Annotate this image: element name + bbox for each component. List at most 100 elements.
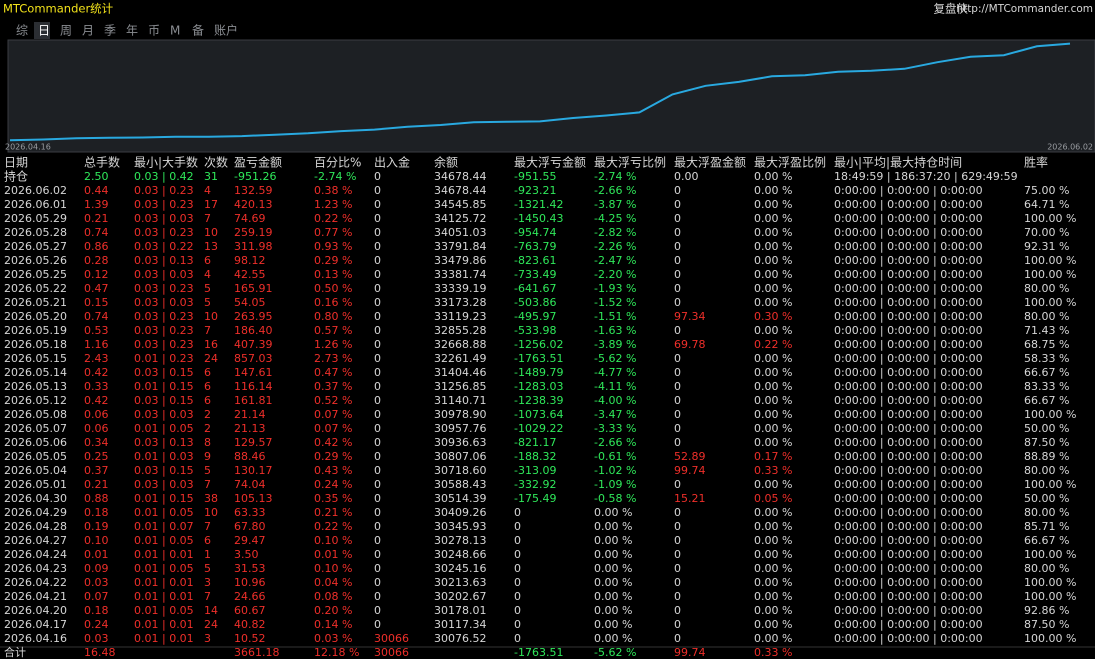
row-cell: 0 (374, 422, 381, 435)
row-cell: 0:00:00 | 0:00:00 | 0:00:00 (834, 212, 983, 225)
row-cell: 30936.63 (434, 436, 487, 449)
total-cell: 99.74 (674, 646, 706, 659)
row-cell: -0.61 % (594, 450, 636, 463)
position-cell: 34678.44 (434, 170, 487, 183)
row-cell: 0 (374, 506, 381, 519)
row-cell: -763.79 (514, 240, 556, 253)
row-cell: 0 (674, 520, 681, 533)
row-cell: 2026.05.01 (4, 478, 67, 491)
row-cell: 0 (374, 254, 381, 267)
row-cell: 0 (674, 632, 681, 645)
row-cell: 0 (514, 506, 521, 519)
row-cell: 2026.05.14 (4, 366, 67, 379)
row-cell: 0.00 % (594, 562, 632, 575)
tab[interactable]: M (170, 24, 180, 38)
row-cell: 2026.04.20 (4, 604, 67, 617)
tab[interactable]: 日 (38, 24, 50, 38)
row-cell: 7 (204, 212, 211, 225)
row-cell: 0 (674, 324, 681, 337)
x-tick-label: 2026.04.16 (5, 143, 51, 152)
row-cell: 0 (514, 576, 521, 589)
row-cell: 0.13 % (314, 268, 352, 281)
row-cell: 2026.05.08 (4, 408, 67, 421)
row-cell: 74.69 (234, 212, 266, 225)
row-cell: 0.33 % (754, 464, 792, 477)
row-cell: 10.52 (234, 632, 266, 645)
url[interactable]: http://MTCommander.com (956, 3, 1093, 15)
row-cell: -1256.02 (514, 338, 563, 351)
row-cell: 68.75 % (1024, 338, 1069, 351)
row-cell: 7 (204, 478, 211, 491)
row-cell: -0.58 % (594, 492, 636, 505)
row-cell: -495.97 (514, 310, 556, 323)
column-header: 最大浮盈比例 (754, 156, 826, 170)
row-cell: 0.00 % (594, 632, 632, 645)
row-cell: 0:00:00 | 0:00:00 | 0:00:00 (834, 296, 983, 309)
tab[interactable]: 年 (126, 24, 138, 38)
row-cell: 0.28 (84, 254, 109, 267)
row-cell: 0.42 % (314, 436, 352, 449)
row-cell: 0.52 % (314, 394, 352, 407)
row-cell: 0:00:00 | 0:00:00 | 0:00:00 (834, 520, 983, 533)
row-cell: 50.00 % (1024, 422, 1069, 435)
row-cell: 0.00 % (594, 506, 632, 519)
row-cell: 0 (514, 590, 521, 603)
row-cell: 0.06 (84, 408, 109, 421)
row-cell: 0.00 % (754, 506, 792, 519)
row-cell: 4 (204, 184, 211, 197)
row-cell: 66.67 % (1024, 534, 1069, 547)
row-cell: 2026.06.02 (4, 184, 67, 197)
tab[interactable]: 备 (192, 24, 204, 38)
row-cell: 0 (674, 478, 681, 491)
row-cell: 33119.23 (434, 310, 487, 323)
row-cell: 2026.04.27 (4, 534, 67, 547)
tab[interactable]: 月 (82, 24, 94, 38)
row-cell: 0.09 (84, 562, 109, 575)
row-cell: 30202.67 (434, 590, 487, 603)
row-cell: 0:00:00 | 0:00:00 | 0:00:00 (834, 324, 983, 337)
row-cell: 0 (374, 464, 381, 477)
row-cell: 0.04 % (314, 576, 352, 589)
row-cell: -313.09 (514, 464, 556, 477)
row-cell: 98.12 (234, 254, 266, 267)
row-cell: 0 (374, 394, 381, 407)
row-cell: 0.03 | 0.03 (134, 408, 194, 421)
row-cell: 0.86 (84, 240, 109, 253)
tab[interactable]: 周 (60, 24, 72, 38)
row-cell: 0 (374, 436, 381, 449)
row-cell: 2026.04.30 (4, 492, 67, 505)
row-cell: 66.67 % (1024, 394, 1069, 407)
row-cell: 0 (374, 366, 381, 379)
row-cell: 29.47 (234, 534, 266, 547)
column-header: 百分比% (314, 156, 361, 170)
column-header: 最小|平均|最大持仓时间 (834, 155, 962, 170)
row-cell: 0.00 % (594, 604, 632, 617)
row-cell: 0:00:00 | 0:00:00 | 0:00:00 (834, 198, 983, 211)
tab[interactable]: 季 (104, 24, 116, 38)
row-cell: 0 (674, 282, 681, 295)
row-cell: 0.03 | 0.13 (134, 436, 194, 449)
row-cell: 32668.88 (434, 338, 487, 351)
tab[interactable]: 账户 (214, 23, 238, 38)
row-cell: 0.01 | 0.05 (134, 534, 194, 547)
row-cell: 2026.05.19 (4, 324, 67, 337)
row-cell: 0 (374, 268, 381, 281)
row-cell: 0 (374, 548, 381, 561)
row-cell: -1238.39 (514, 394, 563, 407)
tab[interactable]: 币 (148, 24, 160, 38)
row-cell: 0.01 % (314, 548, 352, 561)
row-cell: 2.43 (84, 352, 109, 365)
row-cell: -1.63 % (594, 324, 636, 337)
row-cell: 0:00:00 | 0:00:00 | 0:00:00 (834, 548, 983, 561)
row-cell: 0 (374, 520, 381, 533)
row-cell: 0.03 (84, 632, 109, 645)
row-cell: 69.78 (674, 338, 706, 351)
row-cell: 80.00 % (1024, 282, 1069, 295)
row-cell: 33381.74 (434, 268, 487, 281)
row-cell: 0.07 % (314, 422, 352, 435)
row-cell: 34545.85 (434, 198, 487, 211)
row-cell: 1.39 (84, 198, 109, 211)
row-cell: 30066 (374, 632, 409, 645)
row-cell: 63.33 (234, 506, 266, 519)
tab[interactable]: 综 (16, 24, 28, 38)
